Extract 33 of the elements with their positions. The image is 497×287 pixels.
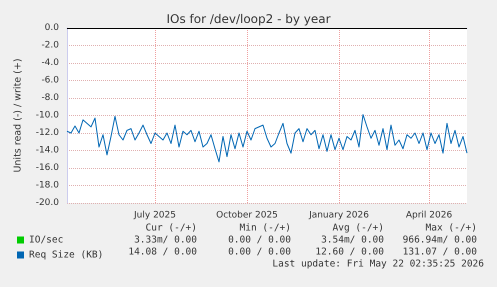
y-tick-label: -10.0 xyxy=(36,110,60,120)
text: 12.60 / 0.00 xyxy=(315,246,384,258)
text: Last update: Fri May 22 02:35:25 2026 xyxy=(272,258,484,270)
chart-title: IOs for /dev/loop2 - by year xyxy=(166,12,331,26)
x-tick-label: July 2025 xyxy=(133,210,176,220)
y-tick-label: -20.0 xyxy=(36,198,60,208)
y-axis-title: Units read (-) / write (+) xyxy=(12,58,24,173)
legend-label: IO/sec xyxy=(29,234,64,246)
x-tick-label: April 2026 xyxy=(406,210,452,220)
text: 3.54m/ 0.00 xyxy=(321,234,384,246)
text: 966.94m/ 0.00 xyxy=(402,234,478,246)
text: 0.00 / 0.00 xyxy=(228,246,292,258)
text: Min (-/+) xyxy=(240,222,291,234)
text: Cur (-/+) xyxy=(146,222,197,234)
text: Max (-/+) xyxy=(426,222,477,234)
text: 0.00 / 0.00 xyxy=(228,234,292,246)
text: 131.07 / 0.00 xyxy=(402,246,478,258)
y-tick-label: -16.0 xyxy=(36,163,60,173)
text: 14.08 / 0.00 xyxy=(128,246,198,258)
text: 3.33m/ 0.00 xyxy=(134,234,198,246)
y-tick-label: -18.0 xyxy=(36,180,60,190)
text: Avg (-/+) xyxy=(332,222,384,234)
y-tick-label: -6.0 xyxy=(41,76,60,86)
legend-label: Req Size (KB) xyxy=(29,250,104,260)
line-series xyxy=(66,114,468,162)
x-tick-label: October 2025 xyxy=(216,210,278,220)
y-tick-label: -4.0 xyxy=(41,58,60,68)
y-tick-label: -12.0 xyxy=(36,128,60,138)
y-tick-label: -2.0 xyxy=(41,40,60,50)
y-tick-label: -14.0 xyxy=(36,146,60,156)
y-tick-label: 0.0 xyxy=(44,23,60,33)
x-tick-label: January 2026 xyxy=(308,210,370,220)
y-tick-label: -8.0 xyxy=(41,93,60,103)
